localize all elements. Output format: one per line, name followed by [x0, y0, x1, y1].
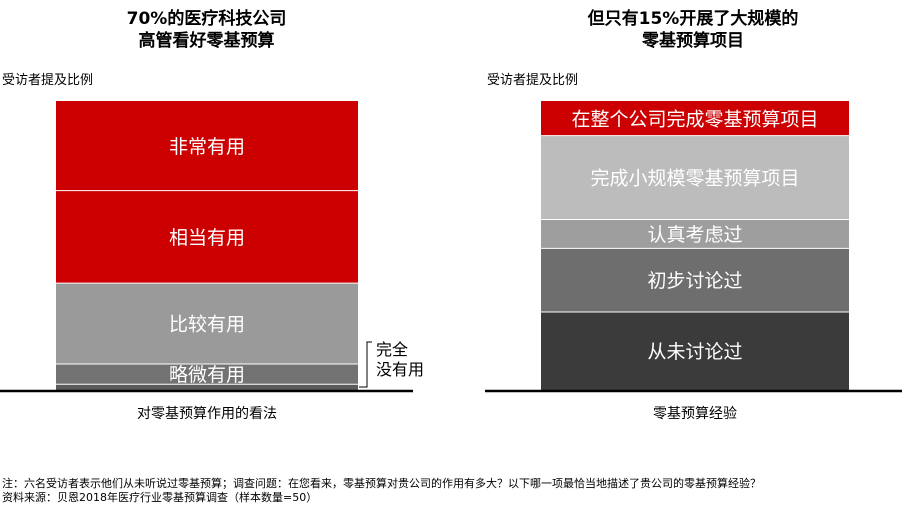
- left-x-axis-label: 对零基预算作用的看法: [137, 406, 277, 422]
- left-segment-label: 略微有用: [169, 364, 245, 386]
- callout-line-2: 没有用: [376, 360, 425, 379]
- left-chart-title: 70%的医疗科技公司 高管看好零基预算: [0, 8, 413, 52]
- callout-line-1: 完全: [376, 340, 409, 359]
- callout-label: 完全 没有用: [376, 340, 446, 380]
- right-segment-label: 在整个公司完成零基预算项目: [571, 108, 818, 130]
- right-bar-segment-3: [541, 135, 849, 220]
- right-bar-segment-4: [541, 101, 849, 136]
- right-segment-label: 初步讨论过: [647, 270, 742, 292]
- right-chart-title: 但只有15%开展了大规模的 零基预算项目: [484, 8, 902, 52]
- left-title-line-2: 高管看好零基预算: [138, 31, 275, 51]
- left-bar-segment-2: [56, 283, 358, 364]
- right-segment-label: 认真考虑过: [647, 224, 742, 246]
- left-segment-label: 非常有用: [169, 136, 245, 158]
- left-bar-segment-3: [56, 190, 358, 284]
- right-x-axis-label: 零基预算经验: [653, 406, 737, 422]
- left-title-line-1: 70%的医疗科技公司: [126, 9, 287, 29]
- footnote-note: 注：六名受访者表示他们从未听说过零基预算；调查问题：在您看来，零基预算对贵公司的…: [2, 477, 761, 490]
- callout-bracket: [359, 341, 372, 388]
- right-bar-segment-0: [541, 311, 849, 390]
- left-bar-segment-0: [56, 384, 358, 390]
- footnote-source: 资料来源：贝恩2018年医疗行业零基预算调查（样本数量=50）: [2, 491, 318, 504]
- right-bar-segment-1: [541, 248, 849, 312]
- right-y-axis-label: 受访者提及比例: [487, 73, 579, 88]
- left-bar-segments: 略微有用 比较有用 相当有用 非常有用: [56, 101, 358, 390]
- left-segment-label: 相当有用: [169, 227, 245, 249]
- right-title-line-1: 但只有15%开展了大规模的: [587, 9, 799, 29]
- left-bar-segment-4: [56, 101, 358, 191]
- right-bar-segment-2: [541, 219, 849, 249]
- left-bar-segment-1: [56, 363, 358, 385]
- right-title-line-2: 零基预算项目: [642, 31, 744, 51]
- left-segment-label: 比较有用: [169, 314, 245, 336]
- right-segment-label: 完成小规模零基预算项目: [590, 168, 799, 190]
- left-y-axis-label: 受访者提及比例: [2, 73, 94, 88]
- right-segment-label: 从未讨论过: [647, 341, 742, 363]
